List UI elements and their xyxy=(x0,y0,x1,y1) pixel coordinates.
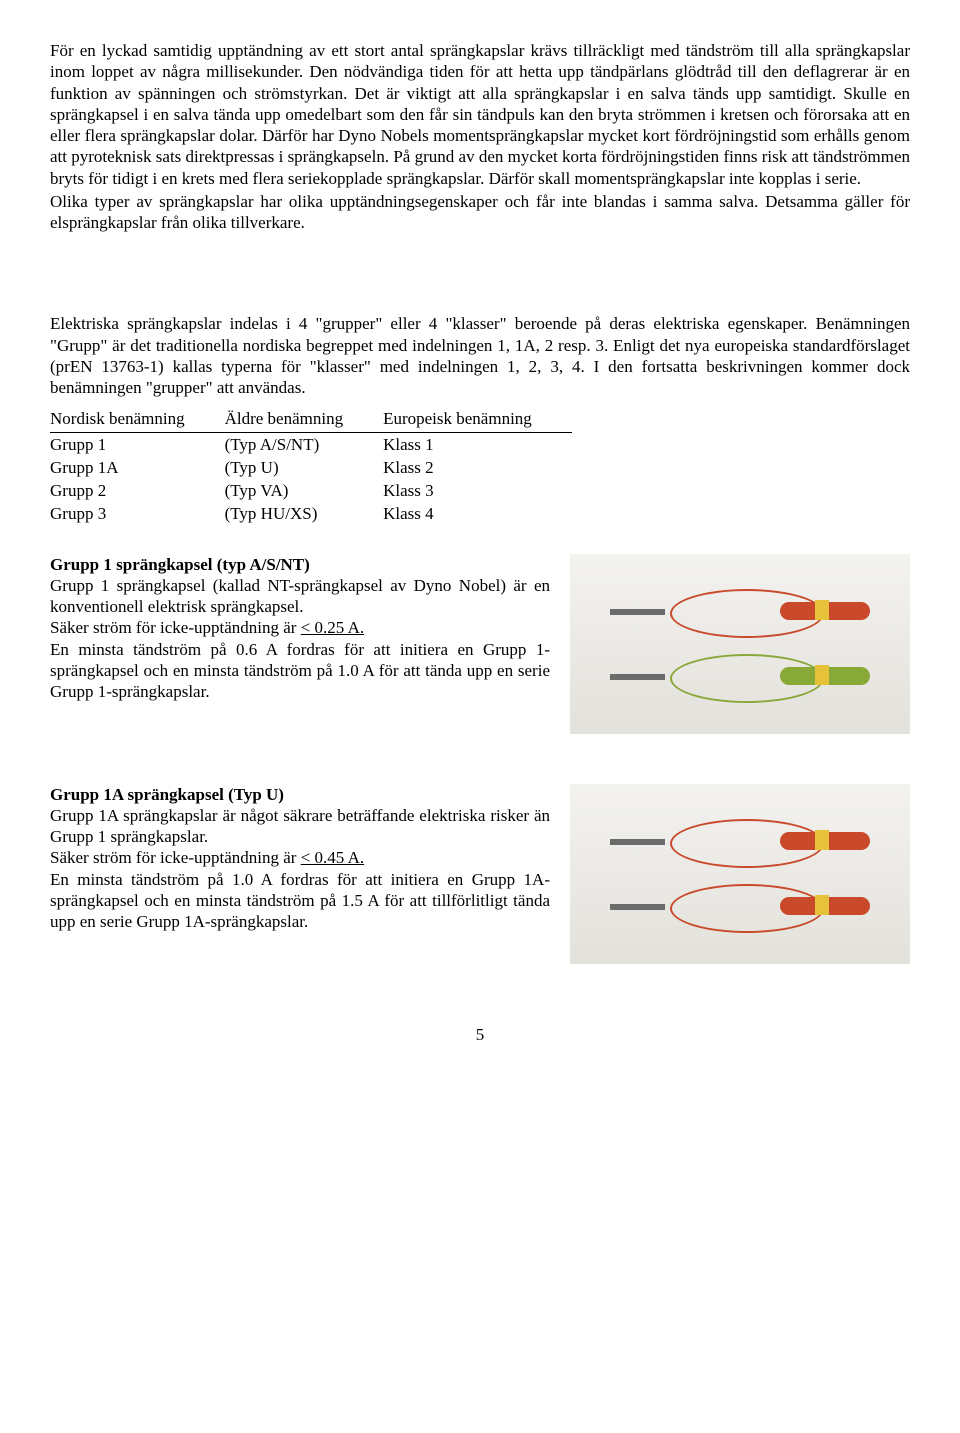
th-euro: Europeisk benämning xyxy=(383,408,572,432)
table-cell: (Typ HU/XS) xyxy=(225,502,384,525)
table-cell: Grupp 2 xyxy=(50,479,225,502)
grupp1a-image xyxy=(570,784,910,964)
table-cell: Klass 2 xyxy=(383,456,572,479)
table-row: Grupp 2(Typ VA)Klass 3 xyxy=(50,479,572,502)
table-cell: Grupp 1A xyxy=(50,456,225,479)
grupp1-line2: En minsta tändström på 0.6 A fordras för… xyxy=(50,640,550,702)
table-cell: Klass 1 xyxy=(383,432,572,456)
table-cell: Klass 4 xyxy=(383,502,572,525)
page-number: 5 xyxy=(50,1024,910,1045)
grupp1a-body: Grupp 1A sprängkapslar är något säkrare … xyxy=(50,806,550,846)
intro-block: För en lyckad samtidig upptändning av et… xyxy=(50,40,910,233)
table-row: Grupp 3(Typ HU/XS)Klass 4 xyxy=(50,502,572,525)
table-cell: (Typ VA) xyxy=(225,479,384,502)
grupp1-line1-underline: < 0.25 A. xyxy=(301,618,364,637)
table-cell: Grupp 1 xyxy=(50,432,225,456)
grupp1-image xyxy=(570,554,910,734)
grupp1-body: Grupp 1 sprängkapsel (kallad NT-sprängka… xyxy=(50,576,550,616)
grupp1a-line1-underline: < 0.45 A. xyxy=(301,848,364,867)
table-cell: Grupp 3 xyxy=(50,502,225,525)
grupp1a-section: Grupp 1A sprängkapsel (Typ U) Grupp 1A s… xyxy=(50,784,910,964)
table-row: Grupp 1(Typ A/S/NT)Klass 1 xyxy=(50,432,572,456)
table-row: Grupp 1A(Typ U)Klass 2 xyxy=(50,456,572,479)
grupp1a-line1: Säker ström för icke-upptändning är xyxy=(50,848,301,867)
intro-para-2: Olika typer av sprängkapslar har olika u… xyxy=(50,191,910,234)
table-cell: Klass 3 xyxy=(383,479,572,502)
grupp1a-title: Grupp 1A sprängkapsel (Typ U) xyxy=(50,785,284,804)
grupp1-section: Grupp 1 sprängkapsel (typ A/S/NT) Grupp … xyxy=(50,554,910,734)
naming-table: Nordisk benämning Äldre benämning Europe… xyxy=(50,408,572,525)
classification-block: Elektriska sprängkapslar indelas i 4 "gr… xyxy=(50,313,910,525)
grupp1a-text: Grupp 1A sprängkapsel (Typ U) Grupp 1A s… xyxy=(50,784,550,933)
table-cell: (Typ U) xyxy=(225,456,384,479)
classification-para: Elektriska sprängkapslar indelas i 4 "gr… xyxy=(50,313,910,398)
grupp1-text: Grupp 1 sprängkapsel (typ A/S/NT) Grupp … xyxy=(50,554,550,703)
grupp1-title: Grupp 1 sprängkapsel (typ A/S/NT) xyxy=(50,555,310,574)
naming-table-wrap: Nordisk benämning Äldre benämning Europe… xyxy=(50,408,910,525)
table-cell: (Typ A/S/NT) xyxy=(225,432,384,456)
th-older: Äldre benämning xyxy=(225,408,384,432)
intro-para-1: För en lyckad samtidig upptändning av et… xyxy=(50,40,910,189)
grupp1-line1: Säker ström för icke-upptändning är xyxy=(50,618,301,637)
th-nordic: Nordisk benämning xyxy=(50,408,225,432)
grupp1a-line2: En minsta tändström på 1.0 A fordras för… xyxy=(50,870,550,932)
